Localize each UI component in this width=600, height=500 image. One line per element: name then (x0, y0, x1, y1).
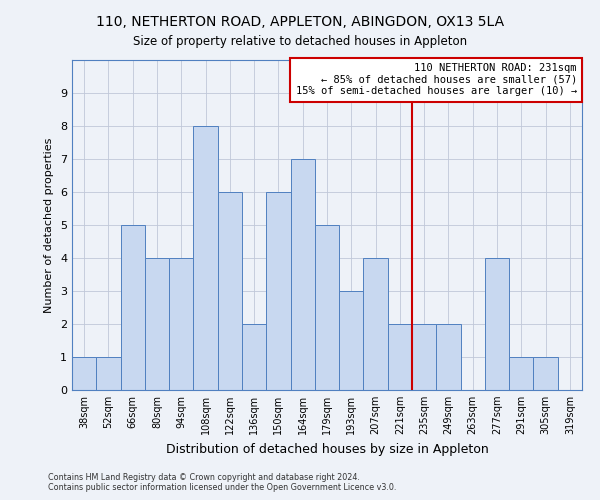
Y-axis label: Number of detached properties: Number of detached properties (44, 138, 55, 312)
Bar (121, 225, 145, 390)
Bar (533, 357, 558, 390)
Bar (388, 324, 412, 390)
Bar (266, 192, 290, 390)
Bar (169, 258, 193, 390)
Bar (339, 291, 364, 390)
Bar (96, 357, 121, 390)
Bar (218, 192, 242, 390)
Bar (315, 225, 339, 390)
Bar (485, 258, 509, 390)
Text: 110 NETHERTON ROAD: 231sqm
← 85% of detached houses are smaller (57)
15% of semi: 110 NETHERTON ROAD: 231sqm ← 85% of deta… (296, 64, 577, 96)
Text: Contains HM Land Registry data © Crown copyright and database right 2024.
Contai: Contains HM Land Registry data © Crown c… (48, 473, 397, 492)
Bar (290, 159, 315, 390)
Bar (412, 324, 436, 390)
Bar (72, 357, 96, 390)
Bar (509, 357, 533, 390)
Bar (242, 324, 266, 390)
Bar (364, 258, 388, 390)
X-axis label: Distribution of detached houses by size in Appleton: Distribution of detached houses by size … (166, 442, 488, 456)
Bar (145, 258, 169, 390)
Bar (193, 126, 218, 390)
Text: Size of property relative to detached houses in Appleton: Size of property relative to detached ho… (133, 35, 467, 48)
Bar (436, 324, 461, 390)
Text: 110, NETHERTON ROAD, APPLETON, ABINGDON, OX13 5LA: 110, NETHERTON ROAD, APPLETON, ABINGDON,… (96, 15, 504, 29)
